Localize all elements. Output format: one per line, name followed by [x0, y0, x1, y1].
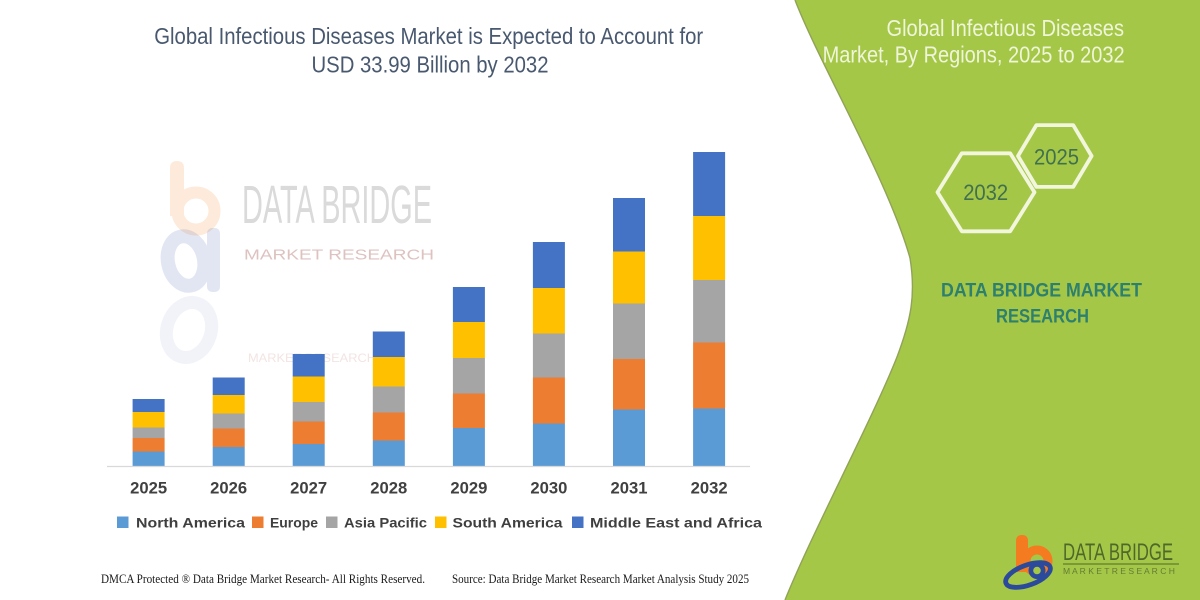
svg-text:DATA BRIDGE: DATA BRIDGE — [1063, 539, 1173, 566]
svg-text:2029: 2029 — [450, 480, 487, 498]
svg-text:DATA BRIDGE MARKET: DATA BRIDGE MARKET — [941, 281, 1142, 302]
svg-text:2027: 2027 — [290, 480, 327, 498]
svg-text:2031: 2031 — [611, 480, 648, 498]
svg-text:2026: 2026 — [210, 480, 247, 498]
svg-text:MARKET RESEARCH: MARKET RESEARCH — [244, 247, 434, 264]
svg-text:2032: 2032 — [691, 480, 728, 498]
svg-text:Asia Pacific: Asia Pacific — [344, 515, 427, 531]
svg-text:Europe: Europe — [270, 515, 318, 531]
svg-text:Market, By Regions, 2025 to 20: Market, By Regions, 2025 to 2032 — [823, 41, 1125, 67]
svg-text:M A R K E T R E S E A R C H: M A R K E T R E S E A R C H — [1063, 567, 1175, 576]
svg-text:USD 33.99 Billion by 2032: USD 33.99 Billion by 2032 — [312, 52, 549, 78]
svg-text:Middle East and Africa: Middle East and Africa — [590, 515, 762, 531]
svg-text:Global Infectious Diseases: Global Infectious Diseases — [887, 15, 1125, 41]
svg-text:Source: Data Bridge Market Res: Source: Data Bridge Market Research Mark… — [452, 572, 749, 586]
svg-text:DATA BRIDGE: DATA BRIDGE — [242, 175, 432, 235]
svg-text:2025: 2025 — [130, 480, 167, 498]
svg-text:2030: 2030 — [530, 480, 567, 498]
svg-text:RESEARCH: RESEARCH — [996, 307, 1089, 328]
svg-text:DMCA Protected ® Data Bridge M: DMCA Protected ® Data Bridge Market Rese… — [101, 572, 425, 586]
svg-text:Global Infectious Diseases Mar: Global Infectious Diseases Market is Exp… — [154, 23, 703, 49]
svg-text:North America: North America — [136, 515, 245, 531]
svg-text:South America: South America — [453, 515, 563, 531]
svg-text:2028: 2028 — [370, 480, 407, 498]
svg-text:2032: 2032 — [963, 180, 1008, 205]
svg-text:2025: 2025 — [1034, 145, 1079, 170]
